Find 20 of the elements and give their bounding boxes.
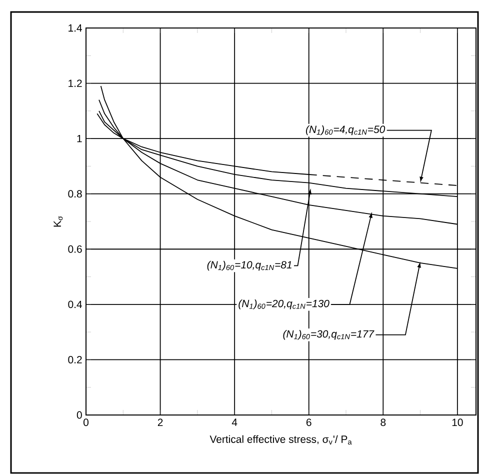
y-tick-label: 0 (76, 411, 82, 419)
x-tick-label: 0 (84, 418, 89, 426)
annotation: (N$_{1}$)$_{60}$=20,q$_{c1N}$=130 (238, 300, 330, 310)
annotation: (N$_{1}$)$_{60}$=4,q$_{c1N}$=50 (306, 126, 386, 136)
x-tick-label: 4 (232, 418, 238, 426)
annotation: (N$_{1}$)$_{60}$=30,q$_{c1N}$=177 (283, 330, 374, 340)
y-tick-label: 0.8 (68, 190, 82, 198)
annotation: (N$_{1}$)$_{60}$=10,q$_{c1N}$=81 (207, 260, 292, 271)
y-tick-label: 1.2 (68, 80, 82, 88)
x-tick-label: 10 (452, 418, 463, 426)
y-tick-label: 1.4 (68, 24, 82, 32)
x-tick-label: 6 (306, 418, 312, 426)
y-axis-title: K$_{σ}$ (54, 216, 63, 227)
y-tick-label: 0.2 (68, 356, 82, 364)
y-tick-label: 0.4 (68, 300, 82, 308)
x-tick-label: 8 (380, 418, 386, 426)
x-tick-label: 2 (158, 418, 163, 426)
y-tick-label: 0.6 (68, 246, 82, 253)
x-axis-title: Vertical effective stress, σ$_{v}$'/ P$_{a}$ (210, 435, 352, 445)
y-tick-label: 1 (77, 135, 82, 142)
